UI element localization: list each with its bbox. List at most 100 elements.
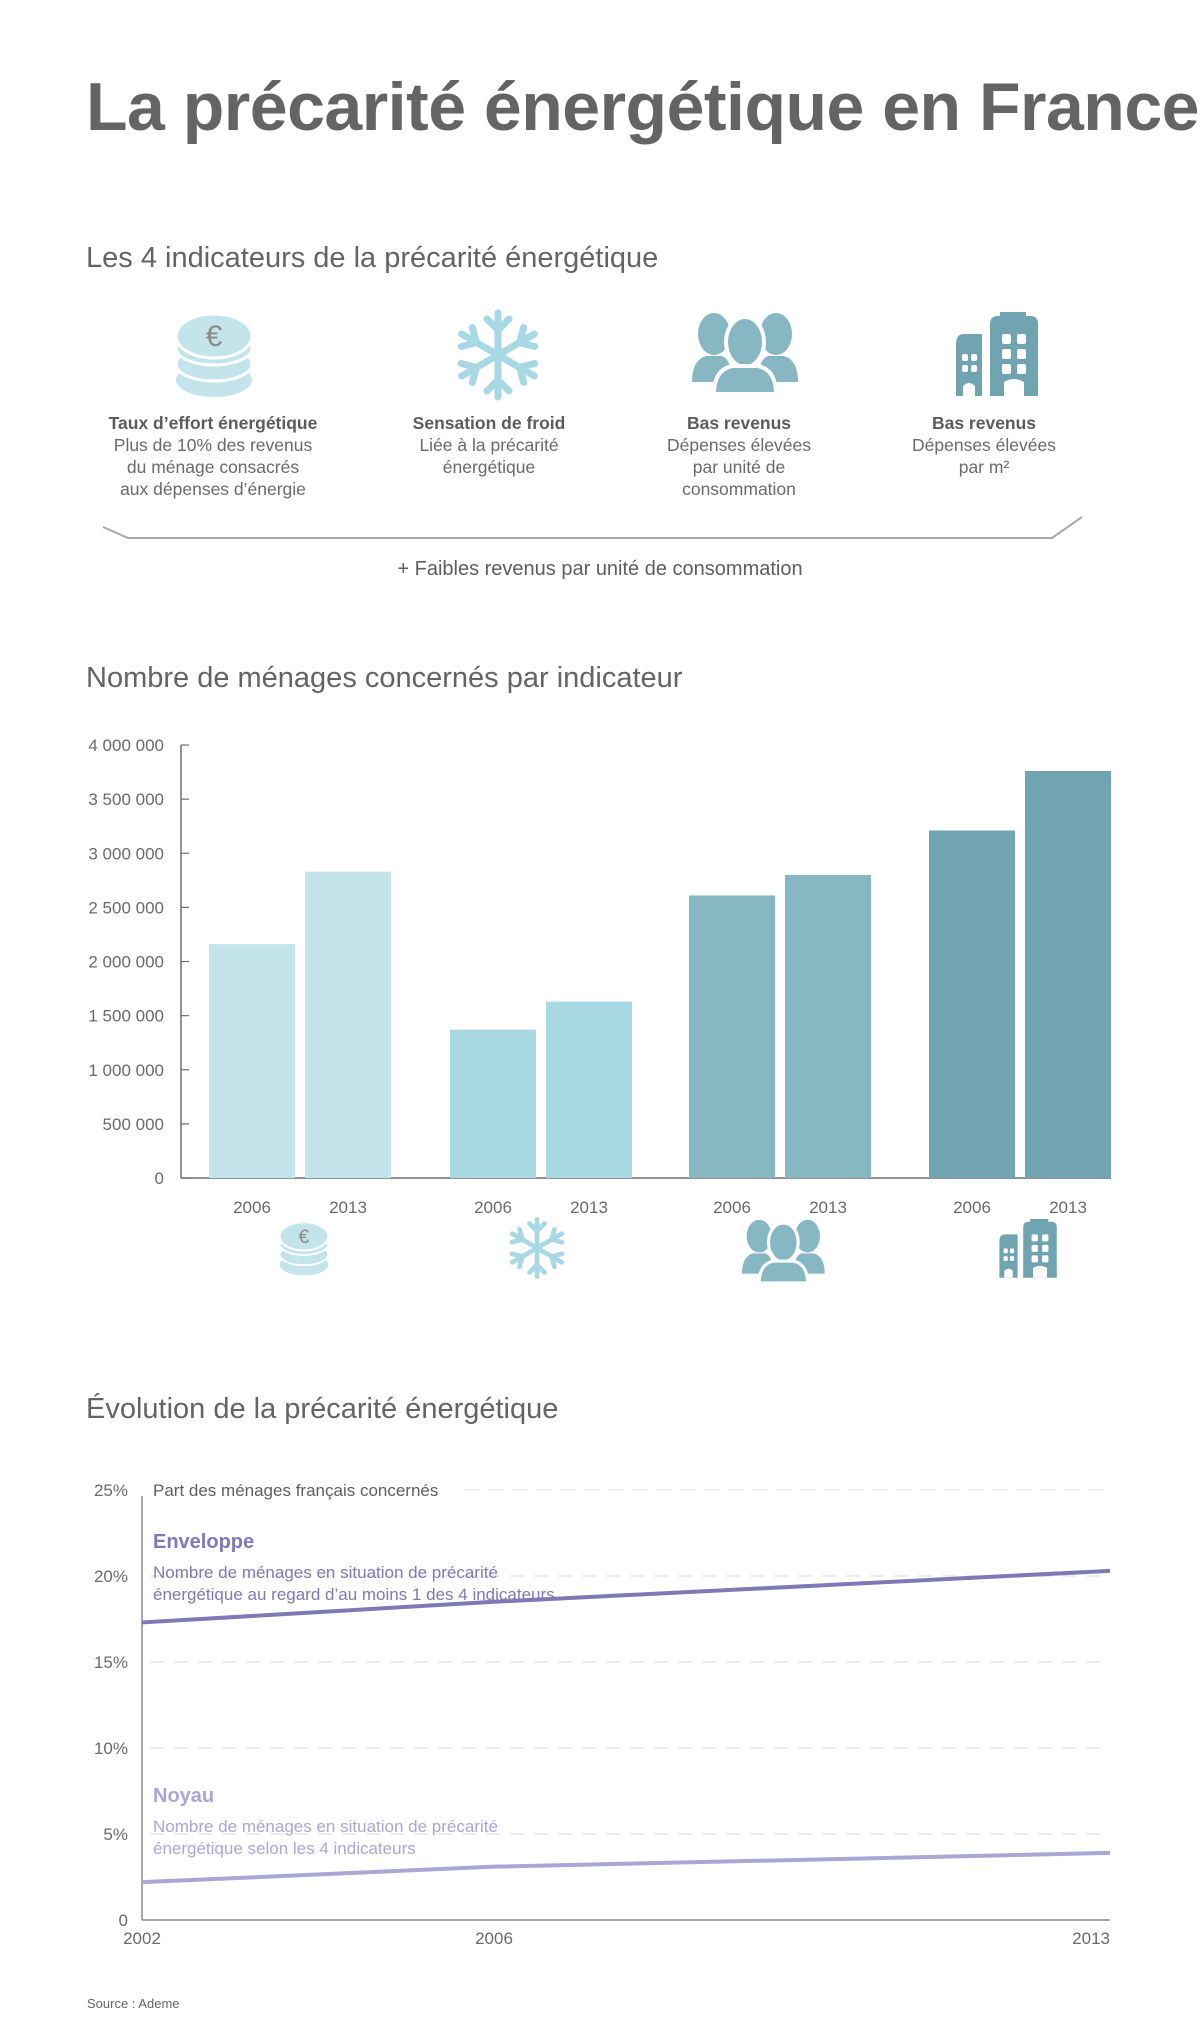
indicator-desc-line: Liée à la précarité [419, 435, 559, 455]
x-tick-label: 2013 [809, 1198, 847, 1217]
y-tick-label: 0 [155, 1169, 164, 1188]
x-tick-label: 2006 [475, 1929, 513, 1948]
bar [305, 871, 391, 1178]
snowflake-arm [534, 1226, 565, 1251]
indicator-title: Bas revenus [931, 413, 1037, 433]
door [1004, 1268, 1013, 1278]
bar [546, 1001, 632, 1178]
indicator-item: Bas revenus Dépenses élevées par m² [874, 412, 1094, 478]
people-icon [692, 313, 798, 394]
indicator-title: Taux d’effort énergétique [108, 413, 318, 433]
euro-symbol: € [299, 1227, 310, 1248]
indicator-title: Sensation de froid [412, 413, 566, 433]
series-description: énergétique au regard d’au moins 1 des 4… [153, 1585, 555, 1604]
indicator-item: Bas revenus Dépenses élevées par unité d… [629, 412, 849, 500]
snowflake-arm [509, 1226, 540, 1251]
y-tick-label: 2 500 000 [88, 898, 164, 917]
y-tick-label: 5% [103, 1825, 128, 1844]
snowflake-arm [509, 1245, 540, 1270]
arm-branch [509, 1251, 526, 1270]
x-tick-label: 2013 [329, 1198, 367, 1217]
arm-branch [527, 1221, 547, 1235]
bar [450, 1029, 536, 1178]
x-tick-label: 2002 [123, 1929, 161, 1948]
arm-branch [548, 1226, 565, 1245]
building [1023, 1219, 1057, 1278]
x-tick-label: 2006 [713, 1198, 751, 1217]
window [1042, 1255, 1049, 1263]
indicators-note: + Faibles revenus par unité de consommat… [397, 558, 803, 580]
series-description: Nombre de ménages en situation de précar… [153, 1563, 498, 1582]
series-description: Nombre de ménages en situation de précar… [153, 1817, 498, 1836]
indicator-desc-line: par unité de [692, 457, 786, 477]
gap [1019, 1231, 1022, 1278]
indicator-desc-line: énergétique [442, 457, 536, 477]
window [1003, 1248, 1008, 1254]
door [1033, 1265, 1047, 1278]
y-tick-label: 1 500 000 [88, 1007, 164, 1026]
indicator-desc-line: aux dépenses d’énergie [120, 479, 306, 499]
y-axis-label: Part des ménages français concernés [153, 1481, 438, 1500]
series-description: énergétique selon les 4 indicateurs [153, 1839, 416, 1858]
indicator-desc-line: consommation [682, 479, 796, 499]
window [1003, 1256, 1008, 1261]
window [1031, 1255, 1038, 1263]
indicator-title: Bas revenus [686, 413, 792, 433]
indicator-desc-line: par m² [958, 457, 1010, 477]
indicator-desc-line: Plus de 10% des revenus [113, 435, 313, 455]
buildings-icon [956, 312, 1038, 396]
snowflake-arm [527, 1217, 547, 1251]
indicators-section-title: Les 4 indicateurs de la précarité énergé… [86, 242, 659, 274]
people-icon [742, 1219, 825, 1285]
indicator-desc-line: Dépenses élevées [912, 435, 1056, 455]
y-tick-label: 1 000 000 [88, 1061, 164, 1080]
y-tick-label: 20% [94, 1567, 128, 1586]
bar-chart-title: Nombre de ménages concernés par indicate… [86, 662, 683, 694]
line-chart-title: Évolution de la précarité énergétique [86, 1393, 559, 1425]
indicator-desc-line: du ménage consacrés [126, 457, 300, 477]
y-tick-label: 3 500 000 [88, 790, 164, 809]
bracket-divider [102, 516, 1083, 539]
person [766, 1221, 800, 1264]
x-tick-label: 2006 [233, 1198, 271, 1217]
x-tick-label: 2006 [953, 1198, 991, 1217]
bar-chart: 0 500 000 1 000 000 1 500 000 2 000 000 2 500… [88, 736, 1111, 1285]
snowflake-arm [527, 1245, 547, 1279]
bar [785, 874, 871, 1178]
source-note: Source : Ademe [87, 1996, 180, 2011]
x-tick-label: 2006 [474, 1198, 512, 1217]
arm-branch [509, 1226, 526, 1245]
window [1009, 1256, 1015, 1261]
y-tick-label: 500 000 [103, 1115, 164, 1134]
arm-branch [527, 1261, 547, 1275]
bar [1025, 770, 1111, 1178]
series-label: Enveloppe [153, 1531, 254, 1553]
svg-text:€: € [206, 320, 223, 353]
x-tick-label: 2013 [570, 1198, 608, 1217]
y-tick-label: 0 [119, 1911, 128, 1930]
series-label: Noyau [153, 1785, 214, 1807]
window [1042, 1234, 1049, 1242]
window [1031, 1234, 1038, 1242]
building [999, 1234, 1018, 1278]
euro-coins-icon: € [278, 1221, 330, 1276]
indicator-item: Sensation de froid Liée à la précarité é… [379, 412, 599, 478]
y-tick-label: 15% [94, 1653, 128, 1672]
y-tick-label: 25% [94, 1481, 128, 1500]
euro-coins-icon: € [174, 312, 254, 397]
bar [209, 944, 295, 1178]
y-tick-label: 4 000 000 [88, 736, 164, 755]
indicator-item: Taux d’effort énergétique Plus de 10% de… [103, 412, 323, 500]
window [1031, 1244, 1038, 1252]
bar [929, 830, 1015, 1178]
person [746, 1219, 772, 1253]
coin [278, 1221, 330, 1252]
snowflake-icon [452, 309, 544, 402]
snowflake-arm [534, 1245, 565, 1270]
x-tick-label: 2013 [1072, 1929, 1110, 1948]
x-tick-label: 2013 [1049, 1198, 1087, 1217]
arm-branch [548, 1251, 565, 1270]
y-tick-label: 2 000 000 [88, 953, 164, 972]
page-title: La précarité énergétique en France [86, 69, 1199, 145]
person [795, 1219, 820, 1253]
